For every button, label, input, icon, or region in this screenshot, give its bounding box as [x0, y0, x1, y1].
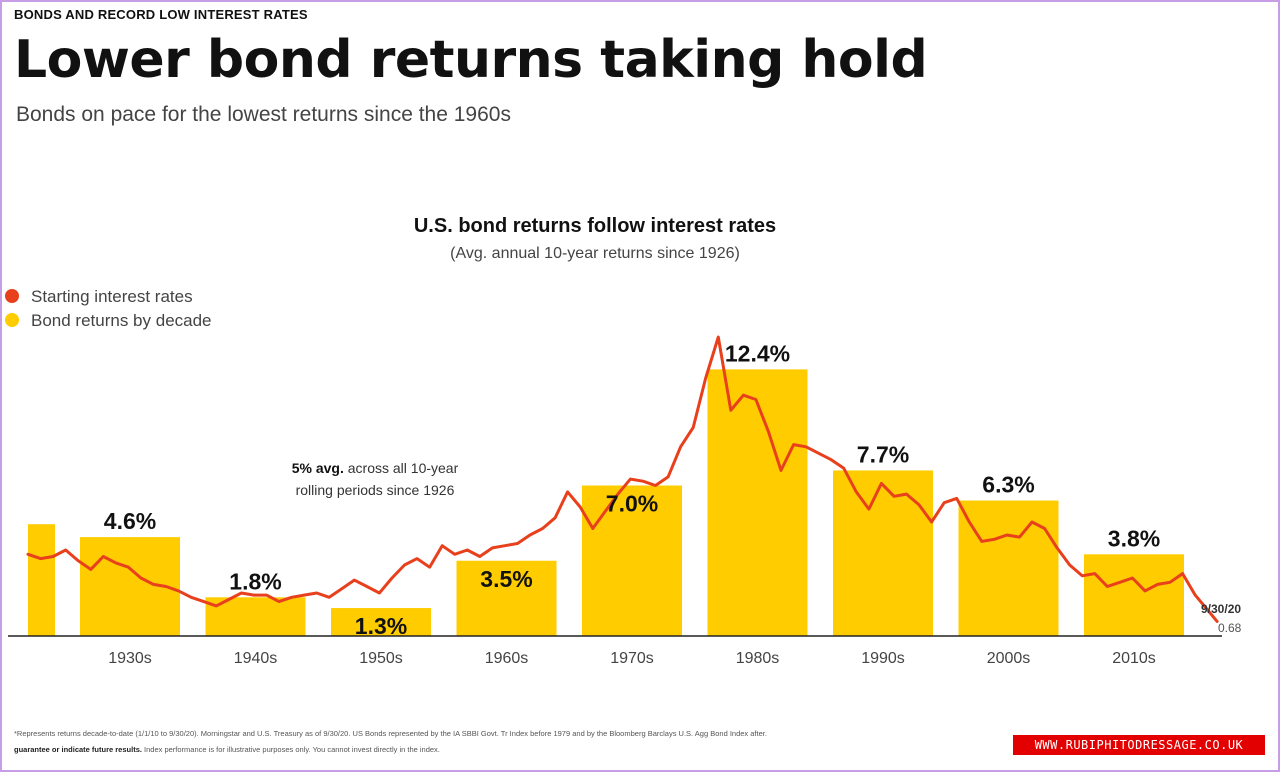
end-date-label: 9/30/20 [1201, 602, 1241, 616]
bar-value-label: 7.0% [606, 491, 658, 517]
x-tick-label: 2000s [987, 650, 1031, 667]
chart-title: U.S. bond returns follow interest rates [414, 215, 776, 237]
bar-value-label: 3.8% [1108, 525, 1160, 551]
chart-legend: Starting interest rates Bond returns by … [5, 287, 212, 330]
bars-layer [28, 369, 1184, 636]
legend-swatch-interest-rates [5, 289, 19, 303]
bar-value-label: 3.5% [480, 566, 532, 592]
chart-subtitle: (Avg. annual 10-year returns since 1926) [450, 245, 740, 262]
bar-1990s [833, 470, 933, 636]
x-tick-label: 1960s [485, 650, 529, 667]
bar-labels-layer: 4.6% 1.8% 1.3% 3.5% 7.0% 12.4% 7.7% 6.3% 3.8% [104, 340, 1160, 639]
interest-rate-line [26, 335, 1219, 623]
legend-swatch-bond-returns [5, 313, 19, 327]
bar-2010s [1084, 554, 1184, 636]
bar-1980s [707, 369, 808, 636]
x-tick-label: 1930s [108, 650, 152, 667]
x-tick-label: 1980s [736, 650, 780, 667]
bar-1950s [331, 608, 431, 636]
page-title: Lower bond returns taking hold [14, 30, 928, 90]
bar-1970s [582, 485, 682, 636]
footer-note-bold: guarantee or indicate future results. [14, 745, 142, 754]
footer-note-line1: *Represents returns decade-to-date (1/1/… [14, 729, 767, 738]
annotation-text: across all 10-year [344, 460, 459, 476]
watermark-banner: WWW.RUBIPHITODRESSAGE.CO.UK [1013, 735, 1265, 755]
x-tick-label: 2010s [1112, 650, 1156, 667]
bar-2000s [958, 500, 1059, 636]
average-annotation: 5% avg. across all 10-year rolling perio… [292, 460, 459, 498]
bar-value-label: 4.6% [104, 508, 156, 534]
legend-label-bond-returns: Bond returns by decade [31, 311, 212, 330]
x-tick-label: 1950s [359, 650, 403, 667]
legend-label-interest-rates: Starting interest rates [31, 287, 193, 306]
page-subtitle: Bonds on pace for the lowest returns sin… [16, 103, 511, 126]
end-value-label: 0.68 [1218, 621, 1242, 635]
bar-value-label: 7.7% [857, 441, 909, 467]
x-tick-label: 1990s [861, 650, 905, 667]
bar-value-label: 12.4% [725, 340, 790, 366]
annotation-bold: 5% avg. [292, 460, 344, 476]
bar-value-label: 6.3% [982, 472, 1034, 498]
tick-labels-layer: 1930s 1940s 1950s 1960s 1970s 1980s 1990s 2000s… [108, 650, 1156, 667]
x-tick-label: 1970s [610, 650, 654, 667]
footer-note-rest: Index performance is for illustrative pu… [141, 745, 440, 754]
annotation-text-line2: rolling periods since 1926 [296, 482, 455, 498]
bar-value-label: 1.3% [355, 613, 407, 639]
bar-value-label: 1.8% [229, 568, 281, 594]
svg-text:5% avg. across all 10-year: 5% avg. across all 10-year [292, 460, 459, 476]
rate-line-layer [26, 335, 1219, 623]
footer-note-line2: guarantee or indicate future results. In… [14, 745, 440, 754]
bar-1960s [456, 560, 557, 636]
kicker-label: BONDS AND RECORD LOW INTEREST RATES [14, 7, 308, 22]
x-tick-label: 1940s [234, 650, 278, 667]
bar-1920s [28, 524, 55, 636]
